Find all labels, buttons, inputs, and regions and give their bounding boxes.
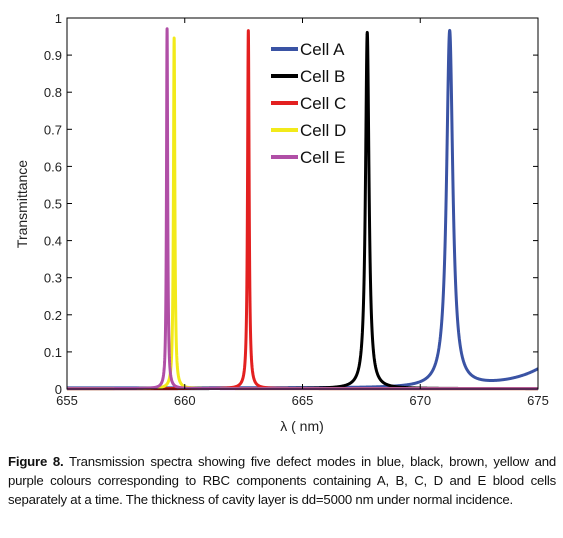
y-tick-label: 0.7 [44, 122, 62, 137]
x-tick-label: 675 [527, 393, 549, 408]
series-line-cell-d [65, 36, 540, 391]
y-tick-label: 0.4 [44, 234, 62, 249]
caption-text: Transmission spectra showing five defect… [8, 454, 556, 507]
legend-label: Cell C [300, 94, 346, 113]
y-tick-label: 0 [55, 382, 62, 397]
caption-label: Figure 8. [8, 454, 64, 469]
y-tick-label: 0.9 [44, 48, 62, 63]
y-tick-label: 0.1 [44, 345, 62, 360]
x-tick-label: 655 [56, 393, 78, 408]
y-axis-ticks: 0 0.1 0.2 0.3 0.4 0.5 0.6 0.7 0.8 0.9 1 [44, 11, 538, 397]
legend-label: Cell A [300, 40, 345, 59]
legend-label: Cell B [300, 67, 345, 86]
x-tick-label: 670 [409, 393, 431, 408]
x-tick-label: 660 [174, 393, 196, 408]
legend-label: Cell D [300, 121, 346, 140]
x-axis-title: λ ( nm) [280, 418, 324, 434]
y-axis-title: Transmittance [14, 160, 30, 248]
transmission-chart: 655 660 665 670 675 0 0.1 0.2 0.3 0.4 0.5 0.6 0.7 0.… [14, 11, 549, 434]
y-tick-label: 0.2 [44, 308, 62, 323]
x-tick-label: 665 [292, 393, 314, 408]
y-tick-label: 0.8 [44, 85, 62, 100]
y-tick-label: 1 [55, 11, 62, 26]
y-tick-label: 0.5 [44, 197, 62, 212]
x-axis-ticks: 655 660 665 670 675 [56, 18, 549, 408]
y-tick-label: 0.3 [44, 271, 62, 286]
y-tick-label: 0.6 [44, 159, 62, 174]
figure-caption: Figure 8. Transmission spectra showing f… [8, 452, 556, 509]
legend-label: Cell E [300, 148, 345, 167]
legend: Cell A Cell B Cell C Cell D Cell E [271, 40, 346, 167]
